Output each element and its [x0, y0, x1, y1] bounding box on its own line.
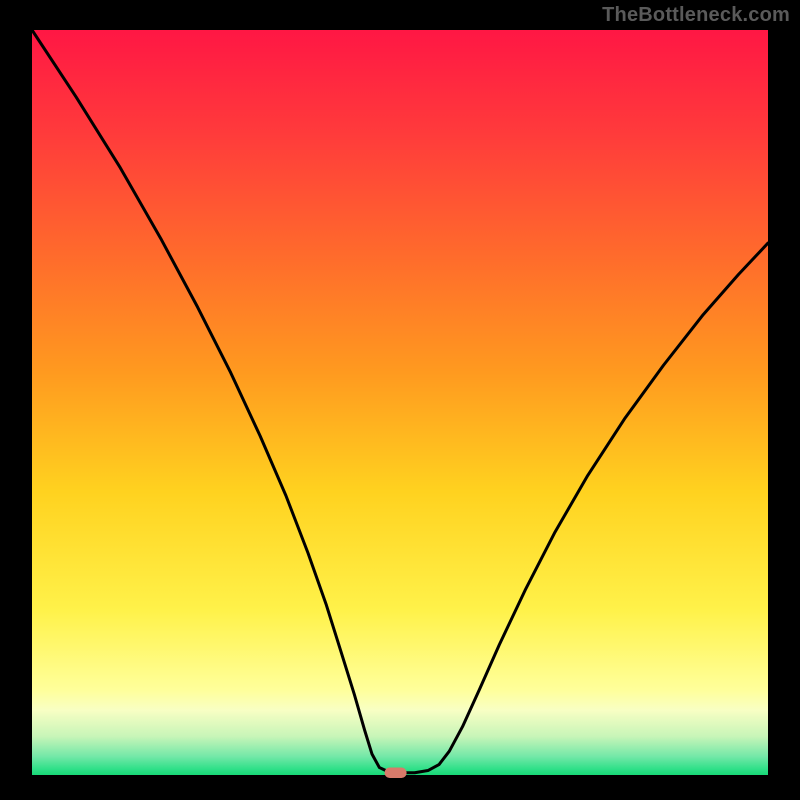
bottleneck-chart: TheBottleneck.com [0, 0, 800, 800]
watermark-text: TheBottleneck.com [602, 4, 790, 27]
plot-area [32, 30, 768, 775]
valley-marker [385, 768, 407, 778]
chart-svg [0, 0, 800, 800]
